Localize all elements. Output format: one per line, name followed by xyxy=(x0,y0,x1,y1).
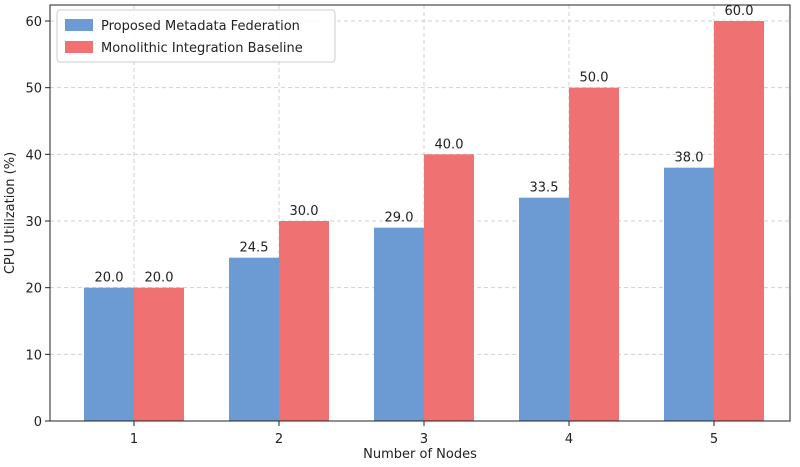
value-label: 20.0 xyxy=(95,271,124,286)
y-tick-label: 50 xyxy=(25,82,42,97)
legend-swatch xyxy=(65,41,93,53)
value-label: 24.5 xyxy=(240,241,269,256)
bar xyxy=(519,197,569,421)
bar xyxy=(229,257,279,421)
value-label: 60.0 xyxy=(725,4,754,19)
legend-box xyxy=(56,9,336,63)
plot-frame xyxy=(49,4,791,422)
y-tick-label: 30 xyxy=(25,215,42,230)
x-tick-label: 3 xyxy=(420,432,428,447)
value-label: 40.0 xyxy=(435,137,464,152)
value-label: 33.5 xyxy=(530,181,559,196)
bar xyxy=(714,21,764,421)
x-tick-label: 2 xyxy=(275,432,283,447)
legend-swatch xyxy=(65,19,93,31)
x-tick-label: 5 xyxy=(710,432,718,447)
x-axis-label: Number of Nodes xyxy=(363,447,477,462)
value-label: 50.0 xyxy=(580,71,609,86)
y-tick-label: 60 xyxy=(25,15,42,30)
legend: Proposed Metadata Federation Monolithic I… xyxy=(56,9,336,63)
bar xyxy=(279,221,329,421)
y-tick-label: 10 xyxy=(25,348,42,363)
bar xyxy=(84,287,134,421)
bar xyxy=(134,287,184,421)
bar xyxy=(664,167,714,421)
bar xyxy=(569,87,619,422)
x-tick-label: 1 xyxy=(130,432,138,447)
x-tick-label: 4 xyxy=(565,432,573,447)
legend-label: Proposed Metadata Federation xyxy=(101,19,300,34)
y-tick-label: 20 xyxy=(25,282,42,297)
y-axis-label: CPU Utilization (%) xyxy=(3,152,18,274)
y-tick-label: 0 xyxy=(34,415,42,430)
value-label: 30.0 xyxy=(290,204,319,219)
legend-label: Monolithic Integration Baseline xyxy=(101,41,303,56)
value-label: 20.0 xyxy=(145,271,174,286)
bar xyxy=(424,154,474,422)
value-label: 38.0 xyxy=(675,151,704,166)
y-tick-label: 40 xyxy=(25,148,42,163)
bar xyxy=(374,227,424,421)
value-label: 29.0 xyxy=(385,211,414,226)
